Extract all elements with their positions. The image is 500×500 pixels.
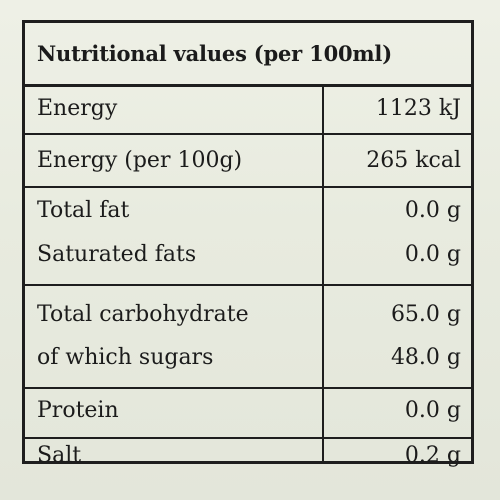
row-value: 0.0 g <box>404 398 461 423</box>
row-label: Energy <box>37 96 118 121</box>
row-value: 265 kcal <box>366 148 461 173</box>
row-value: 0.2 g <box>404 443 461 468</box>
row-label: Total carbohydrate <box>37 302 249 327</box>
table-row-carbohydrates: Total carbohydrate 65.0 g of which sugar… <box>25 286 471 389</box>
row-label: Saturated fats <box>37 242 197 267</box>
row-label: Energy (per 100g) <box>37 148 243 173</box>
table-row-fats: Total fat 0.0 g Saturated fats 0.0 g <box>25 188 471 286</box>
row-label: of which sugars <box>37 345 214 370</box>
row-label: Protein <box>37 398 119 423</box>
row-value: 65.0 g <box>390 302 461 327</box>
table-header-row: Nutritional values (per 100ml) <box>25 23 471 87</box>
column-divider <box>322 84 324 461</box>
row-value: 1123 kJ <box>375 96 461 121</box>
row-label: Salt <box>37 443 82 468</box>
row-value: 0.0 g <box>404 242 461 267</box>
nutrition-table: Nutritional values (per 100ml) Energy 11… <box>22 20 474 468</box>
table-row-salt: Salt 0.2 g <box>25 439 471 468</box>
table-row-energy: Energy 1123 kJ <box>25 84 471 135</box>
row-value: 0.0 g <box>404 198 461 223</box>
table-title: Nutritional values (per 100ml) <box>37 41 392 66</box>
table-row-protein: Protein 0.0 g <box>25 389 471 439</box>
row-value: 48.0 g <box>390 345 461 370</box>
table-row-energy-per-100g: Energy (per 100g) 265 kcal <box>25 135 471 188</box>
row-label: Total fat <box>37 198 130 223</box>
